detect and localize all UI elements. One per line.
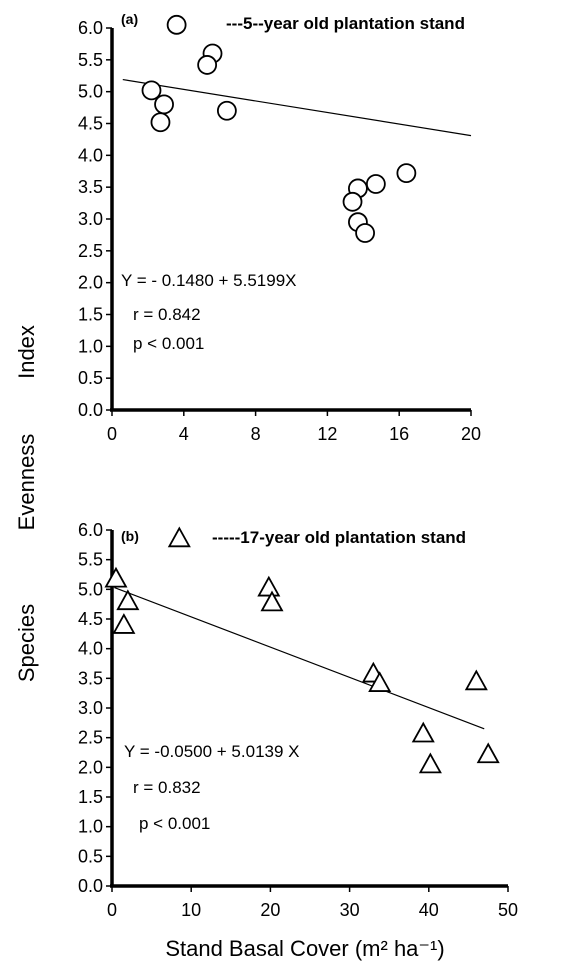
y-axis-label-evenness: Evenness (14, 434, 39, 531)
y-tick-label: 4.5 (78, 114, 103, 134)
y-tick-label: 2.5 (78, 241, 103, 261)
regression-annotation: Y = -0.0500 + 5.0139 X (124, 742, 300, 761)
data-point-circle (365, 174, 386, 194)
panel-title: ---5--year old plantation stand (226, 14, 465, 33)
y-tick-label: 3.5 (78, 177, 103, 197)
data-point-triangle (260, 590, 284, 612)
y-tick-label: 4.5 (78, 609, 103, 629)
x-tick-label: 20 (461, 424, 481, 444)
y-tick-label: 5.5 (78, 550, 103, 570)
y-tick-label: 0.0 (78, 400, 103, 420)
x-tick-label: 0 (107, 424, 117, 444)
panel-tag: (b) (121, 528, 139, 544)
x-tick-label: 16 (389, 424, 409, 444)
data-point-triangle (257, 575, 281, 597)
data-point-circle (141, 80, 162, 101)
regression-annotation: r = 0.832 (133, 778, 201, 797)
y-tick-label: 0.5 (78, 368, 103, 388)
data-point-triangle (368, 671, 392, 692)
y-tick-label: 2.0 (78, 273, 103, 293)
data-point-triangle (418, 752, 442, 774)
y-tick-label: 1.5 (78, 305, 103, 325)
data-point-circle (197, 55, 218, 75)
regression-annotation: Y = - 0.1480 + 5.5199X (121, 271, 297, 290)
regression-annotation: r = 0.842 (133, 305, 201, 324)
data-point-circle (216, 100, 237, 121)
y-tick-label: 5.0 (78, 579, 103, 599)
panel-b-17-year-stand: 0.0 0.5 1.0 1.5 2.0 2.5 3.0 3.5 4.0 4.5 5.0 5.5 6.0 0… (78, 520, 518, 920)
regression-line (122, 78, 472, 137)
data-point-triangle (112, 613, 136, 634)
data-point-circle (166, 14, 187, 35)
x-tick-label: 40 (419, 900, 439, 920)
y-tick-label: 3.0 (78, 698, 103, 718)
y-tick-label: 0.0 (78, 876, 103, 896)
y-tick-label: 2.5 (78, 728, 103, 748)
y-tick-label: 3.0 (78, 209, 103, 229)
x-tick-label: 0 (107, 900, 117, 920)
y-axis-label-index: Index (14, 325, 39, 379)
y-tick-label: 3.5 (78, 668, 103, 688)
data-point-circle (154, 94, 174, 115)
data-point-circle (396, 163, 417, 184)
x-tick-label: 8 (251, 424, 261, 444)
x-tick-label: 10 (181, 900, 201, 920)
data-point-triangle (167, 526, 191, 548)
data-point-triangle (464, 669, 488, 691)
y-tick-label: 1.0 (78, 817, 103, 837)
y-tick-label: 6.0 (78, 520, 103, 540)
x-tick-label: 20 (260, 900, 280, 920)
y-tick-label: 4.0 (78, 639, 103, 659)
regression-line (114, 586, 485, 730)
x-tick-label: 12 (317, 424, 337, 444)
y-axis-label-species: Species (14, 604, 39, 682)
y-tick-label: 5.0 (78, 82, 103, 102)
y-tick-label: 6.0 (78, 18, 103, 38)
y-tick-label: 4.0 (78, 145, 103, 165)
x-axis-label: Stand Basal Cover (m² ha⁻¹) (165, 936, 444, 961)
x-tick-label: 50 (498, 900, 518, 920)
x-tick-label: 30 (340, 900, 360, 920)
regression-annotation: p < 0.001 (139, 814, 210, 833)
data-point-triangle (116, 589, 140, 611)
panel-a-5-year-stand: 0.0 0.5 1.0 1.5 2.0 2.5 3.0 3.5 4.0 4.5 5.0 5.5 6.0 0… (78, 11, 481, 444)
data-point-triangle (104, 566, 128, 588)
y-tick-label: 0.5 (78, 846, 103, 866)
panel-tag: (a) (121, 11, 138, 27)
data-point-triangle (411, 721, 435, 743)
regression-annotation: p < 0.001 (133, 334, 204, 353)
y-tick-label: 2.0 (78, 757, 103, 777)
data-point-circle (342, 191, 363, 212)
x-tick-label: 4 (179, 424, 189, 444)
data-point-circle (150, 112, 171, 133)
y-tick-label: 1.0 (78, 336, 103, 356)
y-tick-label: 1.5 (78, 787, 103, 807)
data-point-triangle (476, 742, 500, 764)
panel-title: -----17-year old plantation stand (212, 528, 466, 547)
data-point-circle (355, 223, 375, 243)
y-tick-label: 5.5 (78, 50, 103, 70)
